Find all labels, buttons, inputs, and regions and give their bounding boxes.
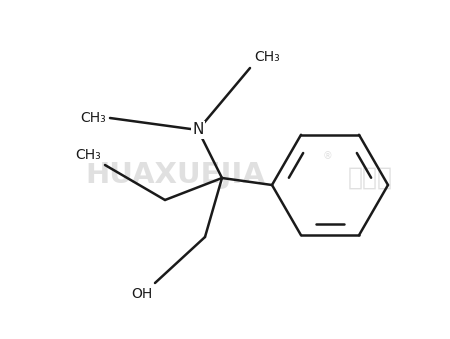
Text: OH: OH xyxy=(132,287,153,301)
Text: 化学加: 化学加 xyxy=(347,166,392,190)
Text: N: N xyxy=(192,122,204,138)
Text: CH₃: CH₃ xyxy=(80,111,106,125)
Text: HUAXUEJIA: HUAXUEJIA xyxy=(85,161,265,189)
Text: CH₃: CH₃ xyxy=(254,50,280,64)
Text: CH₃: CH₃ xyxy=(75,148,101,162)
Text: ®: ® xyxy=(323,151,333,161)
